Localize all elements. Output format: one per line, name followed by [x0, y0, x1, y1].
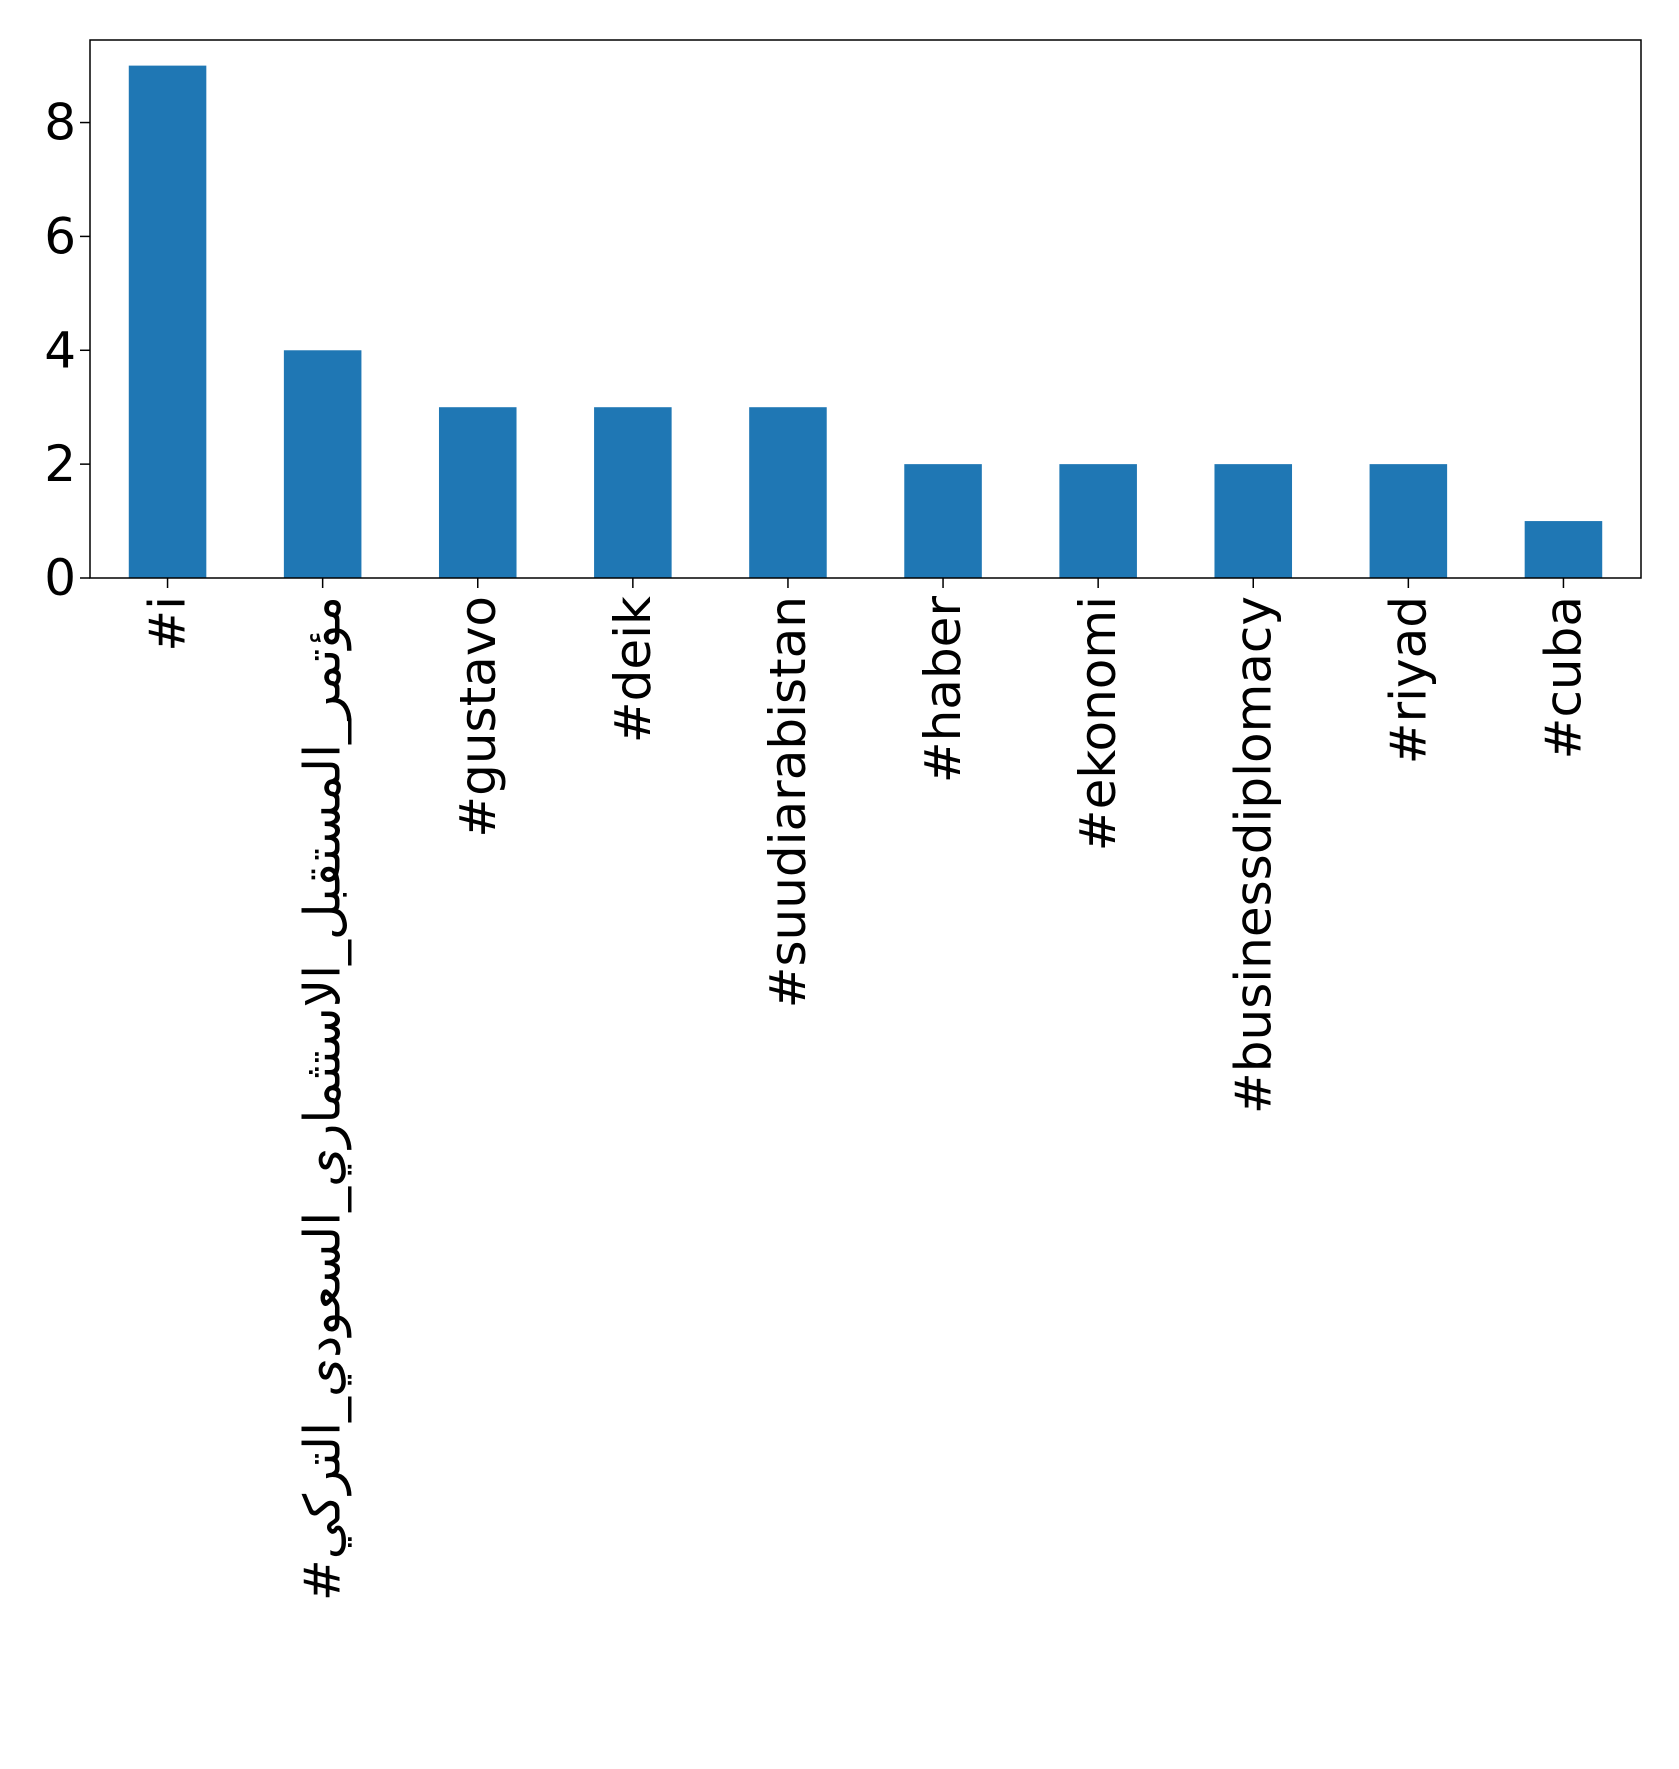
bar [438, 407, 517, 578]
bar [1059, 464, 1137, 578]
bar [128, 65, 207, 579]
x-tick-label: #مؤتمر_المستقبل_الاستثماري_السعودي_الترك… [294, 596, 352, 1601]
x-tick-label: #ekonomi [1069, 596, 1127, 851]
y-tick-label: 2 [44, 435, 76, 493]
x-tick-label: #deik [604, 596, 662, 743]
bar [1214, 464, 1293, 578]
x-tick-label: #suudiarabistan [759, 596, 817, 1008]
bar [904, 464, 982, 578]
y-tick-label: 0 [44, 549, 76, 607]
plot-area-frame [89, 39, 1642, 579]
y-tick-label: 8 [44, 94, 76, 152]
x-tick-label: #cuba [1534, 596, 1592, 759]
x-tick-label: #gustavo [449, 596, 507, 838]
x-tick-label: #businessdiplomacy [1224, 596, 1282, 1114]
y-axis: 0 2 4 6 8 [44, 94, 90, 607]
y-tick-label: 6 [44, 207, 76, 265]
x-tick-label: #i [139, 596, 197, 652]
bar [594, 407, 672, 578]
bar [1369, 464, 1448, 578]
bar [1524, 521, 1603, 578]
x-axis: #i #مؤتمر_المستقبل_الاستثماري_السعودي_الت… [139, 578, 1592, 1601]
x-tick-label: #haber [914, 596, 972, 784]
x-tick-label: #riyad [1379, 596, 1437, 764]
bars-group [128, 65, 1603, 579]
bar [283, 350, 362, 578]
y-tick-label: 4 [44, 321, 76, 379]
bar [749, 407, 827, 578]
